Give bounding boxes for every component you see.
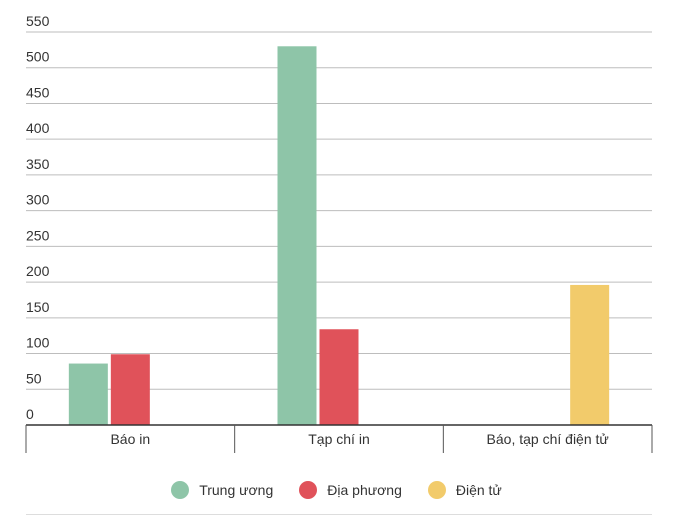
legend-label-dia-phuong: Địa phương (327, 482, 402, 498)
y-tick-label: 100 (26, 335, 50, 351)
gridlines (26, 31, 652, 390)
x-category-label: Tạp chí in (308, 431, 369, 447)
y-tick-label: 200 (26, 263, 50, 279)
bar-2-2[interactable] (570, 284, 610, 425)
y-tick-label: 450 (26, 84, 50, 100)
legend-item-trung-uong[interactable]: Trung ương (171, 481, 273, 499)
y-tick-label: 300 (26, 192, 50, 208)
y-tick-label: 50 (26, 370, 42, 386)
x-axis: Báo in Tạp chí in Báo, tạp chí điện tử (25, 424, 653, 453)
y-axis-tick-labels: 0 50 100 150 200 250 300 350 400 450 500 550 (26, 13, 50, 422)
y-tick-label: 0 (26, 406, 34, 422)
y-tick-label: 250 (26, 227, 50, 243)
y-tick-label: 350 (26, 156, 50, 172)
legend-swatch-trung-uong (171, 481, 190, 499)
legend-swatch-dien-tu (427, 481, 446, 499)
x-category-label: Báo in (110, 431, 150, 447)
y-tick-label: 400 (26, 120, 50, 136)
y-tick-label: 550 (26, 13, 50, 29)
legend-item-dien-tu[interactable]: Điện tử (427, 481, 502, 499)
bar-chart: 0 50 100 150 200 250 300 350 400 450 500 550 Báo in… (25, 13, 653, 453)
legend-label-trung-uong: Trung ương (199, 482, 274, 498)
bar-1-1[interactable] (319, 329, 359, 425)
bottom-divider (26, 514, 652, 515)
bar-0-1[interactable] (277, 46, 317, 426)
y-tick-label: 150 (26, 299, 50, 315)
y-tick-label: 500 (26, 49, 50, 65)
x-category-label: Báo, tạp chí điện tử (487, 431, 609, 447)
bars (68, 46, 610, 426)
legend: Trung ương Địa phương Điện tử (0, 476, 673, 504)
bar-1-0[interactable] (110, 354, 150, 425)
legend-label-dien-tu: Điện tử (455, 482, 502, 498)
legend-swatch-dia-phuong (299, 481, 318, 499)
bar-0-0[interactable] (68, 363, 108, 425)
legend-item-dia-phuong[interactable]: Địa phương (299, 481, 402, 499)
